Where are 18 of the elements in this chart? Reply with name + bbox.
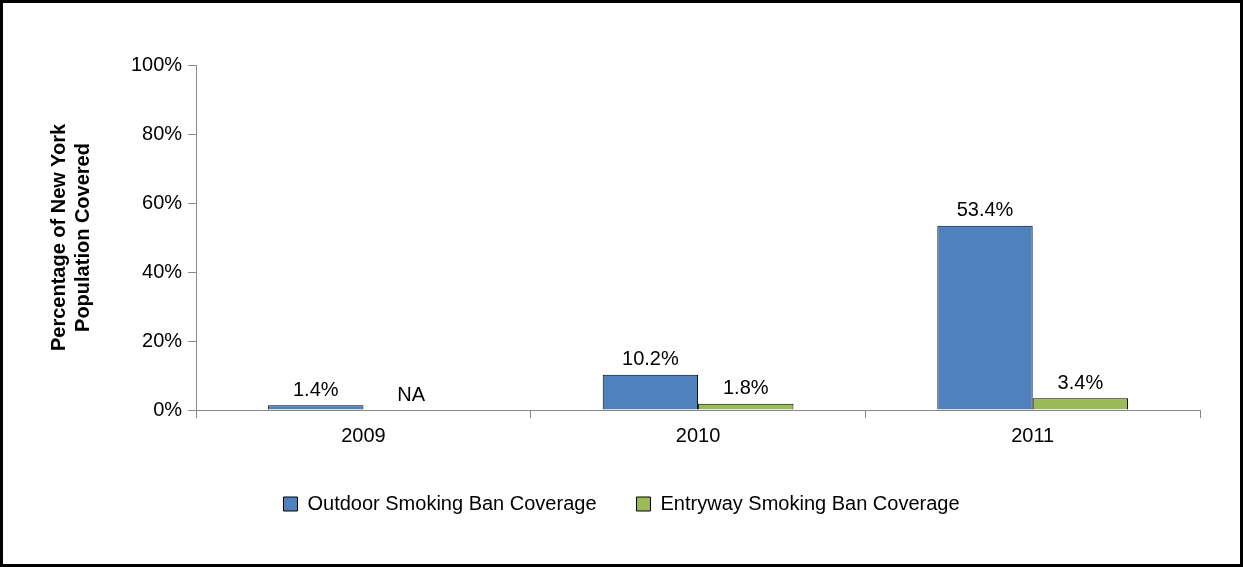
y-axis-title: Percentage of New York Population Covered [46, 123, 93, 352]
data-label: 3.4% [1057, 370, 1104, 393]
x-tick-label: 2010 [675, 423, 721, 446]
data-label: 1.4% [292, 377, 339, 400]
legend-label: Outdoor Smoking Ban Coverage [307, 491, 597, 514]
legend-label: Entryway Smoking Ban Coverage [660, 491, 960, 514]
y-tick-label: 80% [142, 121, 183, 144]
y-tick-label: 60% [142, 190, 183, 213]
x-tick-label: 2011 [1011, 423, 1055, 446]
data-label: 1.8% [722, 376, 769, 399]
y-tick-label: 40% [142, 259, 183, 282]
x-tick-label: 2009 [341, 423, 386, 446]
text: NA [397, 382, 426, 405]
data-label: 53.4% [956, 198, 1014, 221]
data-label: 10.2% [622, 347, 679, 370]
y-tick-label: 0% [153, 397, 183, 420]
y-tick-label: 100% [131, 52, 183, 75]
y-tick-label: 20% [142, 328, 183, 351]
